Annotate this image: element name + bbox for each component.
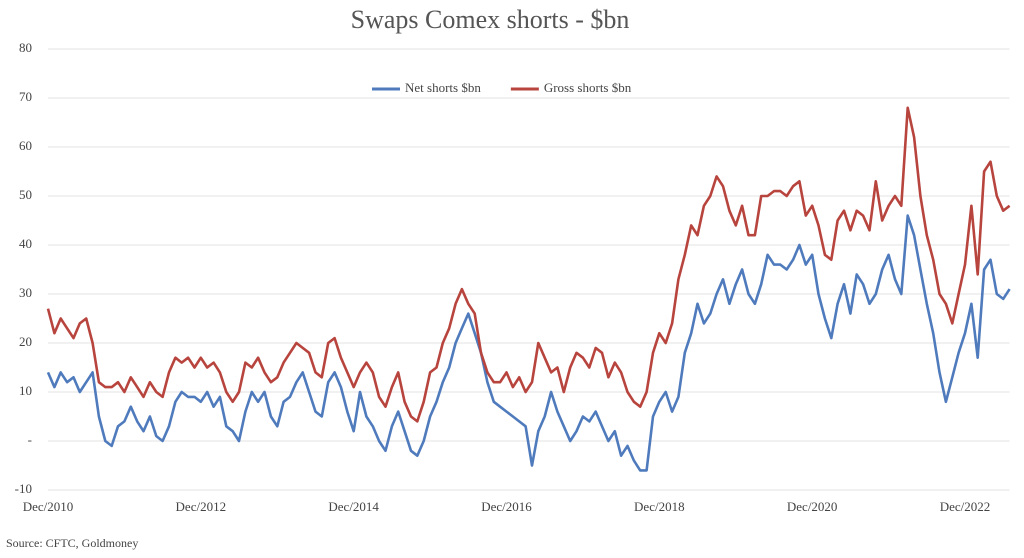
x-tick-label: Dec/2016 — [481, 499, 532, 514]
x-tick-label: Dec/2018 — [634, 499, 685, 514]
chart-title: Swaps Comex shorts - $bn — [351, 5, 630, 34]
series-line — [46, 106, 1011, 423]
x-tick-label: Dec/2012 — [176, 499, 227, 514]
y-tick-label: 20 — [19, 334, 32, 349]
legend-label: Gross shorts $bn — [544, 80, 632, 95]
y-tick-label: 40 — [19, 236, 32, 251]
source-note: Source: CFTC, Goldmoney — [6, 536, 138, 550]
y-tick-label: - — [28, 432, 32, 447]
y-tick-label: 50 — [19, 187, 32, 202]
y-tick-label: 80 — [19, 40, 32, 55]
y-tick-label: 70 — [19, 89, 32, 104]
series-line — [46, 214, 1011, 472]
x-tick-label: Dec/2014 — [328, 499, 379, 514]
x-tick-label: Dec/2020 — [787, 499, 838, 514]
y-tick-label: -10 — [15, 481, 32, 496]
y-tick-label: 30 — [19, 285, 32, 300]
y-tick-label: 10 — [19, 383, 32, 398]
x-tick-label: Dec/2022 — [940, 499, 991, 514]
x-tick-label: Dec/2010 — [23, 499, 74, 514]
y-tick-label: 60 — [19, 138, 32, 153]
legend-label: Net shorts $bn — [405, 80, 481, 95]
